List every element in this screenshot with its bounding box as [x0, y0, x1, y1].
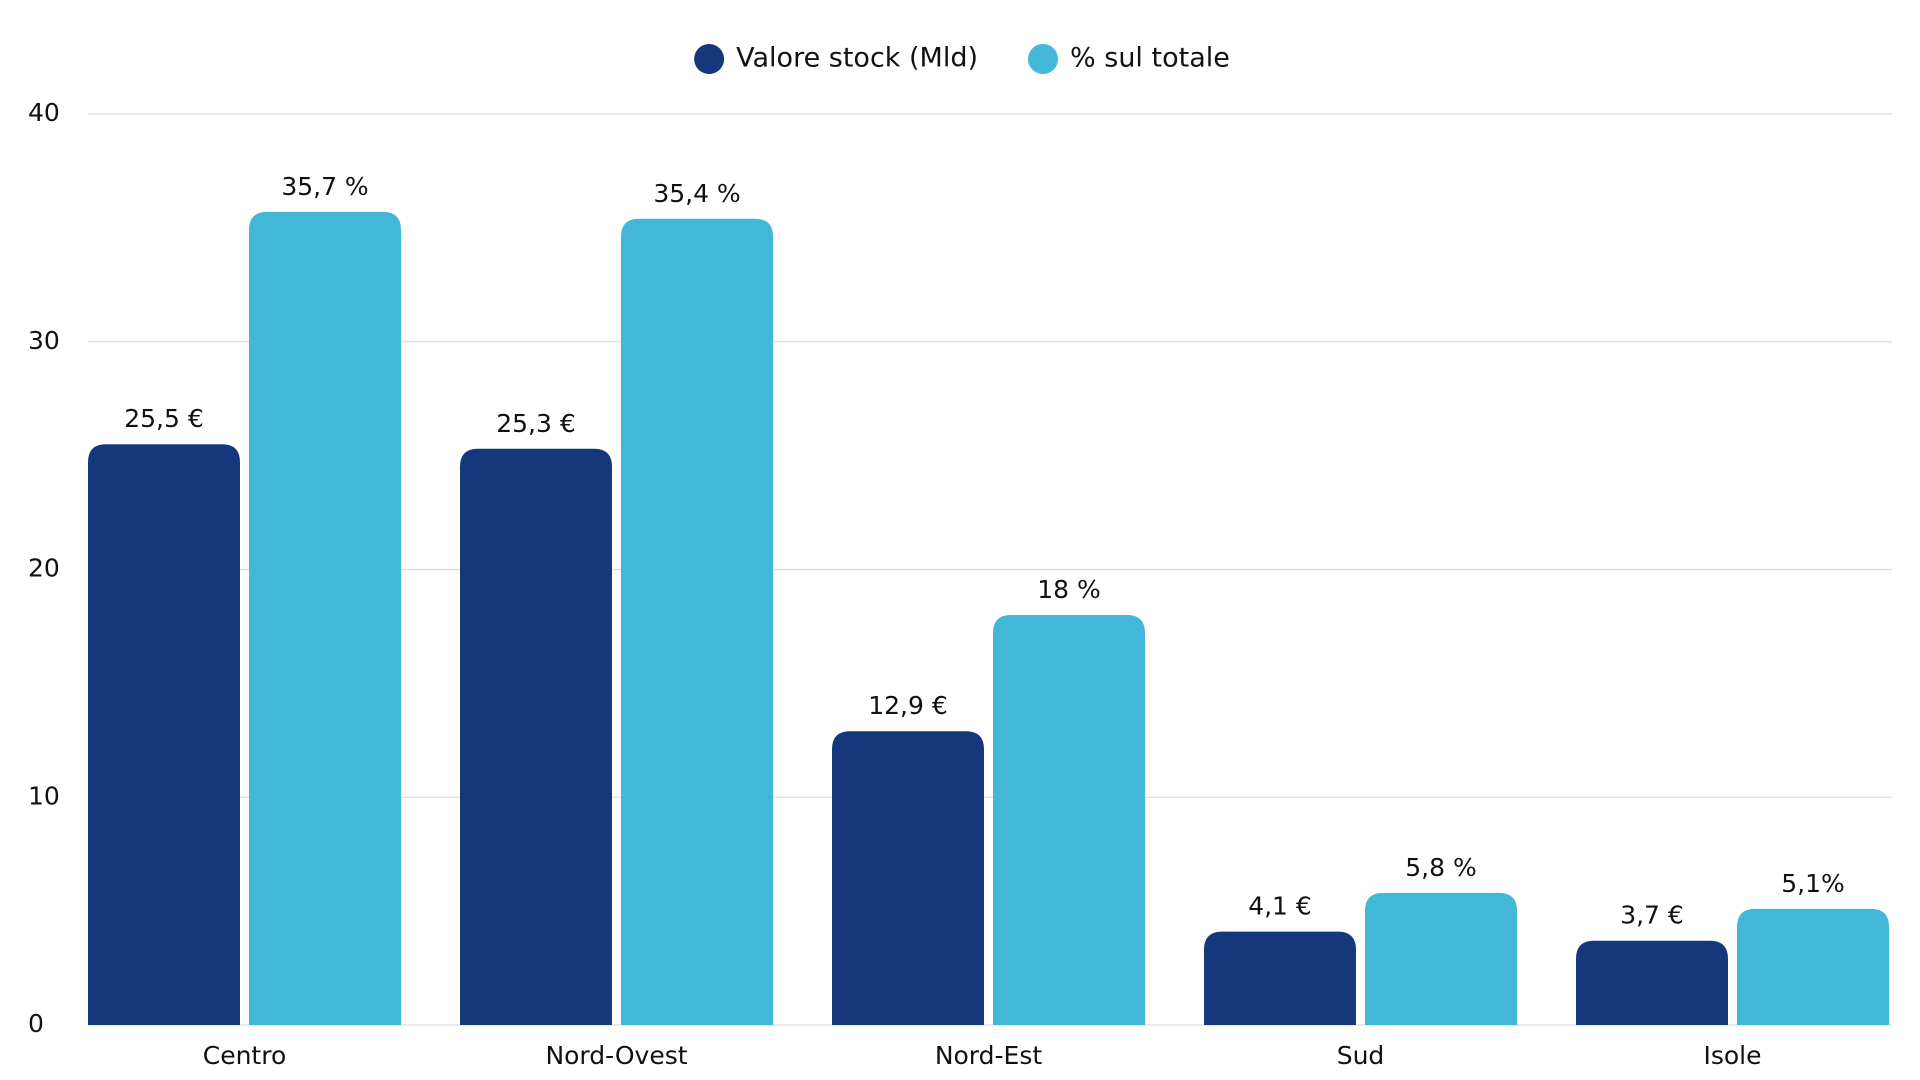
bar [993, 615, 1145, 1025]
y-tick-label: 40 [28, 98, 60, 127]
value-label: 35,7 % [281, 172, 368, 201]
y-tick-label: 0 [28, 1009, 44, 1038]
value-label: 18 % [1037, 575, 1101, 604]
legend-label: Valore stock (Mld) [736, 43, 978, 74]
bar [1365, 892, 1517, 1025]
legend-marker [1028, 44, 1059, 74]
x-tick-label: Sud [1337, 1041, 1385, 1070]
bar [832, 731, 984, 1025]
value-label: 5,8 % [1405, 853, 1476, 882]
y-tick-label: 20 [28, 554, 60, 583]
x-tick-label: Centro [203, 1041, 287, 1070]
bar [1204, 931, 1356, 1025]
value-label: 25,5 € [124, 404, 204, 433]
y-tick-label: 10 [28, 781, 60, 810]
value-label: 12,9 € [868, 691, 948, 720]
value-label: 5,1% [1781, 869, 1845, 898]
bar [460, 448, 612, 1026]
bar [1576, 940, 1728, 1025]
value-label: 4,1 € [1248, 892, 1312, 921]
bar [88, 444, 240, 1025]
bar [249, 211, 401, 1025]
y-tick-label: 30 [28, 326, 60, 355]
legend-marker [694, 44, 725, 74]
x-tick-label: Nord-Ovest [545, 1041, 687, 1070]
value-label: 3,7 € [1620, 901, 1684, 930]
bar [1737, 908, 1889, 1025]
bar [621, 218, 773, 1025]
value-label: 35,4 % [653, 179, 740, 208]
legend-label: % sul totale [1070, 43, 1230, 74]
x-tick-label: Isole [1703, 1041, 1761, 1070]
value-label: 25,3 € [496, 409, 576, 438]
x-tick-label: Nord-Est [935, 1041, 1043, 1070]
